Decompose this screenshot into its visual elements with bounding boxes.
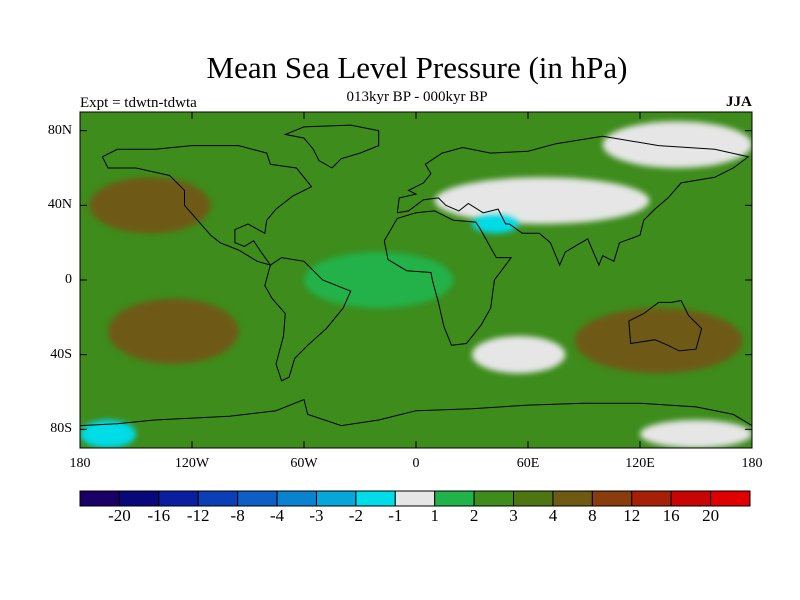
colorbar-level-label: 3 <box>509 506 518 525</box>
colorbar-swatch <box>237 490 278 507</box>
colorbar-level-label: -3 <box>309 506 324 525</box>
season-label: JJA <box>726 94 752 110</box>
region-north-pacific-high <box>89 177 211 234</box>
colorbar-level-label: 2 <box>469 506 479 525</box>
y-tick-label: 0 <box>65 272 72 287</box>
y-tick-label: 40S <box>50 346 72 362</box>
colorbar-level-label: 20 <box>702 506 720 525</box>
y-tick-label: 40N <box>47 197 72 213</box>
coast-greenland <box>283 124 380 169</box>
experiment-label: Expt = tdwtn-tdwta <box>80 95 197 111</box>
colorbar-swatch <box>710 490 751 507</box>
colorbar <box>79 490 751 507</box>
region-arctic-low <box>602 121 752 168</box>
coast-south-america <box>264 257 352 382</box>
colorbar-level-label: -8 <box>230 506 245 525</box>
x-tick-label: 60W <box>290 456 318 471</box>
region-southern-ocean-low <box>472 336 566 374</box>
colorbar-swatch <box>158 490 199 507</box>
x-tick-label: 120E <box>625 456 655 471</box>
region-south-pacific-high <box>107 298 239 365</box>
colorbar-level-label: -20 <box>108 506 131 525</box>
x-tick-label: 180 <box>69 456 91 471</box>
colorbar-level-label: -16 <box>147 506 171 525</box>
colorbar-swatch <box>276 490 317 507</box>
axis-ticks <box>79 112 753 448</box>
region-southern-indian-ocean <box>574 308 743 374</box>
colorbar-level-label: -12 <box>186 506 210 525</box>
colorbar-level-label: 8 <box>588 506 597 525</box>
coast-north-america <box>101 145 313 266</box>
region-equatorial-atlantic <box>304 252 454 308</box>
colorbar-swatch <box>434 490 475 507</box>
colorbar-swatch <box>197 490 239 507</box>
x-tick-label: 60E <box>516 456 540 471</box>
colorbar-swatch <box>631 490 672 507</box>
x-tick-label: 0 <box>412 456 420 471</box>
coastlines <box>80 124 752 427</box>
y-tick-label: 80S <box>50 421 72 437</box>
colorbar-swatch <box>394 490 436 507</box>
colorbar-swatch <box>355 490 396 507</box>
colorbar-level-label: 12 <box>623 506 641 525</box>
coast-eurasia <box>396 135 750 267</box>
x-tick-label: 120W <box>174 456 210 471</box>
pressure-field <box>80 112 752 448</box>
region-antarctic-east <box>640 420 752 448</box>
coast-antarctica <box>80 398 752 427</box>
colorbar-level-label: -2 <box>348 506 363 525</box>
colorbar-level-label: -4 <box>269 506 285 525</box>
colorbar-level-label: 16 <box>662 506 680 525</box>
region-eurasia-low <box>434 177 650 225</box>
colorbar-swatch <box>513 490 554 507</box>
coast-australia <box>628 299 703 352</box>
colorbar-swatch <box>79 490 120 507</box>
y-tick-label: 80N <box>47 122 72 138</box>
coast-africa <box>383 210 513 346</box>
colorbar-swatch <box>118 490 160 507</box>
colorbar-swatch <box>591 490 633 507</box>
colorbar-swatch <box>473 490 515 507</box>
colorbar-level-label: 4 <box>548 506 558 525</box>
colorbar-swatch <box>670 490 712 507</box>
region-antarctic-margin <box>80 420 136 448</box>
colorbar-swatch <box>552 490 593 507</box>
colorbar-level-label: 1 <box>430 506 439 525</box>
colorbar-swatch <box>315 490 357 507</box>
x-tick-label: 180 <box>741 456 763 471</box>
chart-title: Mean Sea Level Pressure (in hPa) <box>206 50 628 85</box>
chart-subtitle: 013kyr BP - 000kyr BP <box>346 89 488 105</box>
region-arabia-tibet <box>472 214 519 234</box>
colorbar-level-label: -1 <box>388 506 403 525</box>
